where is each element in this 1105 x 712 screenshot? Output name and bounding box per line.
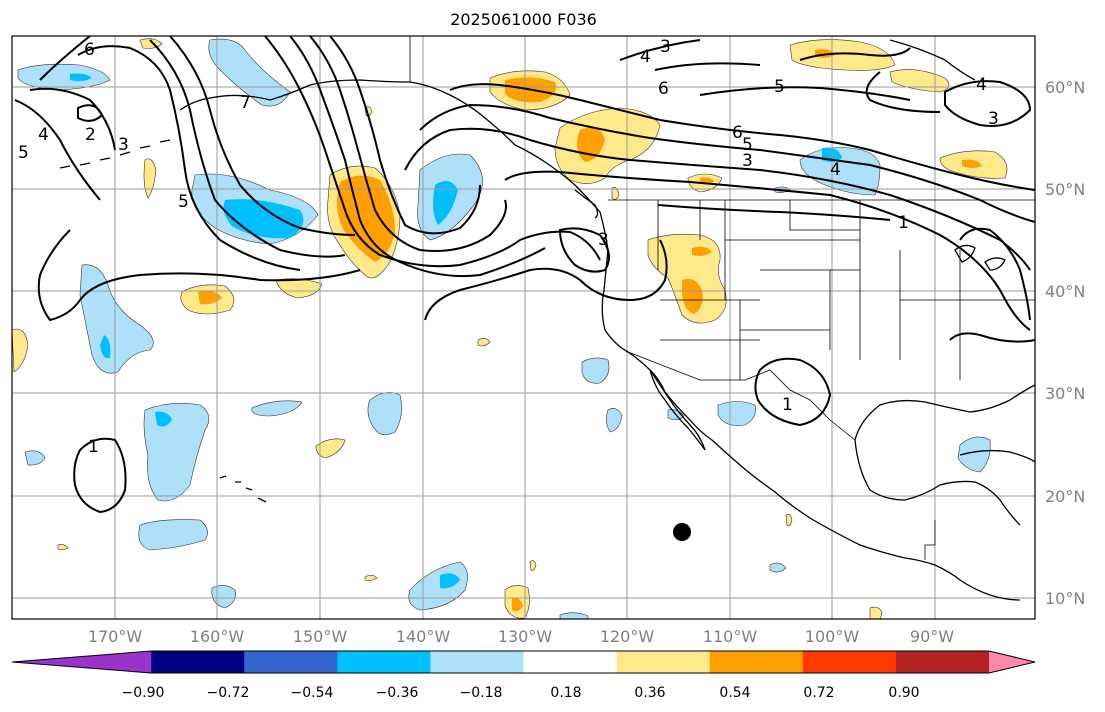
colorbar-segment [337,651,431,673]
colorbar-segment [430,651,524,673]
colorbar-segment [523,651,618,673]
lon-label: 100°W [805,627,860,646]
map-title: 2025061000 F036 [450,10,597,29]
lon-label: 130°W [498,627,553,646]
coastlines [59,39,1035,601]
contour-label: 3 [660,37,671,57]
colorbar-tick-label: 0.90 [888,685,919,701]
contour-label: 4 [640,47,651,67]
contour-label: 1 [898,213,909,233]
colorbar-tick-label: −0.90 [122,685,165,701]
colorbar-segment [709,651,804,673]
colorbar-segment [895,651,990,673]
contour-label: 3 [988,109,999,129]
lon-label: 150°W [293,627,348,646]
colorbar-tick-label: 0.72 [803,685,834,701]
colorbar-segment [802,651,897,673]
contour-label: 5 [774,77,785,97]
contour-label: 3 [742,151,753,171]
contour-label: 5 [742,135,753,155]
lat-label: 20°N [1045,487,1085,506]
longitude-labels: 170°W 160°W 150°W 140°W 130°W 120°W 110°… [88,627,954,646]
contour-label: 3 [598,230,609,250]
colorbar-extend-low [12,651,152,673]
contour-label: 4 [38,125,49,145]
lon-label: 170°W [88,627,143,646]
lat-label: 10°N [1045,589,1085,608]
contour-label: 6 [658,79,669,99]
colorbar-tick-label: −0.18 [460,685,503,701]
lon-label: 110°W [703,627,758,646]
colorbar-outline [11,650,1036,674]
contour-label: 4 [830,160,841,180]
latitude-labels: 60°N 50°N 40°N 30°N 20°N 10°N [1045,78,1085,608]
borders [409,36,1035,560]
colorbar-segment [151,651,245,673]
contour-label: 2 [85,125,96,145]
colorbar-tick-label: 0.18 [550,685,581,701]
colorbar-segment [244,651,338,673]
contour-label: 6 [732,123,743,143]
colorbar-segment [616,651,711,673]
colorbar-tick-label: 0.36 [634,685,665,701]
contour-label: 5 [18,143,29,163]
anomaly-shading [12,38,1008,619]
contour-label: 1 [88,437,99,457]
lat-label: 30°N [1045,384,1085,403]
lat-label: 60°N [1045,78,1085,97]
colorbar [11,650,1036,674]
contour-label: 3 [118,135,129,155]
contour-label: 5 [178,192,189,212]
colorbar-tick-label: −0.72 [207,685,250,701]
lat-label: 50°N [1045,180,1085,199]
colorbar-extend-high [989,651,1035,673]
map-frame [11,35,1036,620]
lon-label: 90°W [910,627,954,646]
colorbar-tick-label: −0.54 [291,685,334,701]
lon-label: 140°W [396,627,451,646]
lat-label: 40°N [1045,282,1085,301]
marker-dot [673,523,691,541]
contour-label: 6 [84,40,95,60]
colorbar-tick-label: −0.36 [376,685,419,701]
contour-labels: 6 4 2 5 3 7 5 6 4 3 6 5 3 4 3 5 4 1 1 3 … [18,37,999,457]
contour-label: 4 [976,75,987,95]
graticule [12,36,1035,619]
lon-label: 160°W [190,627,245,646]
contour-label: 1 [782,395,793,415]
contour-label: 7 [240,93,251,113]
lon-label: 120°W [600,627,655,646]
colorbar-tick-labels: −0.90 −0.72 −0.54 −0.36 −0.18 0.18 0.36 … [122,685,920,701]
colorbar-tick-label: 0.54 [719,685,750,701]
positive-anomaly-areas [12,38,1008,619]
height-contours [14,36,1035,514]
